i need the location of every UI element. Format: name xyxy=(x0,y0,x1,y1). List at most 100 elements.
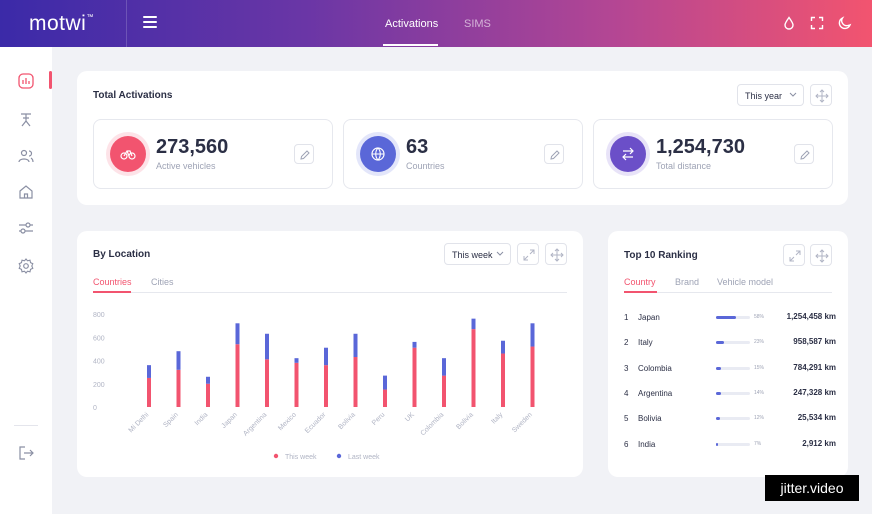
rank-number: 4 xyxy=(624,388,629,398)
route-icon xyxy=(610,136,646,172)
pencil-icon xyxy=(800,150,810,160)
fullscreen-icon[interactable] xyxy=(810,16,824,30)
tab-divider xyxy=(624,292,832,293)
chart-icon[interactable] xyxy=(17,72,35,90)
pencil-icon xyxy=(300,150,310,160)
pencil-icon xyxy=(550,150,560,160)
tab-countries[interactable]: Countries xyxy=(93,277,132,287)
bar-last-week xyxy=(530,323,535,347)
x-tick-label: Mi Delhi xyxy=(128,411,151,434)
rank-percent: 7% xyxy=(754,440,762,447)
home-icon[interactable] xyxy=(17,183,35,201)
rank-percent: 12% xyxy=(754,415,765,422)
x-tick-label: Italy xyxy=(490,411,504,425)
menu-icon[interactable] xyxy=(143,16,157,28)
x-tick-label: Bolivia xyxy=(455,411,475,431)
sliders-icon[interactable] xyxy=(17,219,35,237)
rank-percent: 14% xyxy=(754,389,765,396)
rank-number: 1 xyxy=(624,313,629,322)
top-bar: motwi™ Activations SIMS xyxy=(0,0,872,47)
rank-number: 5 xyxy=(624,414,629,424)
legend-dot xyxy=(336,453,342,459)
ranking-row[interactable]: 2 Italy 23% 958,587 km xyxy=(624,336,836,350)
logout-icon[interactable] xyxy=(17,444,35,462)
edit-button[interactable] xyxy=(794,144,814,164)
legend-label: Last week xyxy=(348,454,380,461)
sidebar xyxy=(0,47,52,514)
bar-this-week xyxy=(412,347,417,407)
app-logo[interactable]: motwi™ xyxy=(29,12,94,35)
rank-progress-fill xyxy=(716,417,721,421)
bar-this-week xyxy=(235,344,240,407)
y-tick-label: 400 xyxy=(93,359,105,366)
location-bar-chart: 0 200 400 600 800 Mi Delhi Spain India Japan Arge… xyxy=(93,312,535,461)
ranking-title: Top 10 Ranking xyxy=(624,250,698,261)
users-icon[interactable] xyxy=(17,147,35,165)
bar-last-week xyxy=(265,333,269,360)
bar-last-week xyxy=(294,358,299,363)
expand-icon xyxy=(789,250,801,262)
rank-progress-bar xyxy=(716,391,750,395)
rank-progress-fill xyxy=(716,442,719,446)
rank-progress-bar xyxy=(716,442,750,446)
ranking-row[interactable]: 4 Argentina 14% 247,328 km xyxy=(624,387,836,401)
edit-button[interactable] xyxy=(294,144,314,164)
x-tick-label: Spain xyxy=(162,411,180,429)
tab-brand[interactable]: Brand xyxy=(675,277,700,287)
rank-number: 3 xyxy=(624,363,629,373)
rank-percent: 23% xyxy=(754,339,765,346)
bar-this-week xyxy=(501,353,505,407)
x-tick-label: Japan xyxy=(220,411,239,430)
rank-percent: 15% xyxy=(754,364,765,371)
moon-icon[interactable] xyxy=(838,16,852,30)
sidebar-divider xyxy=(14,425,38,426)
move-button[interactable] xyxy=(810,84,832,106)
tab-sims[interactable]: SIMS xyxy=(464,18,491,30)
rank-distance: 2,912 km xyxy=(802,438,836,448)
bar-this-week xyxy=(324,365,328,407)
move-icon xyxy=(815,89,829,103)
move-button[interactable] xyxy=(810,244,832,266)
top-divider xyxy=(126,0,127,47)
bar-this-week xyxy=(383,389,387,407)
rank-distance: 784,291 km xyxy=(793,362,836,372)
stat-value: 1,254,730 xyxy=(656,136,745,158)
gear-icon[interactable] xyxy=(17,257,35,275)
scooter-icon[interactable] xyxy=(17,111,35,129)
rank-distance: 247,328 km xyxy=(793,387,836,397)
rank-country: Italy xyxy=(638,338,653,348)
expand-button[interactable] xyxy=(783,244,805,266)
rank-percent: 58% xyxy=(754,314,765,320)
drop-icon[interactable] xyxy=(782,16,796,30)
move-button[interactable] xyxy=(545,243,567,265)
stat-label: Active vehicles xyxy=(156,161,216,171)
tab-indicator xyxy=(624,291,657,293)
tab-vehicle-model[interactable]: Vehicle model xyxy=(717,277,774,287)
stat-label: Total distance xyxy=(656,161,712,171)
move-icon xyxy=(815,249,829,263)
ranking-row[interactable]: 6 India 7% 2,912 km xyxy=(624,438,836,452)
bar-last-week xyxy=(442,358,446,376)
tab-cities[interactable]: Cities xyxy=(151,277,174,287)
x-tick-label: Bolivia xyxy=(337,411,357,431)
ranking-row[interactable]: 1 Japan 58% 1,254,458 km xyxy=(624,311,836,325)
location-period-select[interactable]: This week xyxy=(444,243,511,265)
bar-this-week xyxy=(176,369,181,407)
period-select[interactable]: This year xyxy=(737,84,804,106)
ranking-row[interactable]: 5 Bolivia 12% 25,534 km xyxy=(624,412,836,426)
x-tick-label: Peru xyxy=(371,411,386,426)
expand-button[interactable] xyxy=(517,243,539,265)
rank-number: 2 xyxy=(624,338,629,348)
tab-country[interactable]: Country xyxy=(624,277,656,287)
tab-activations[interactable]: Activations xyxy=(385,18,439,30)
edit-button[interactable] xyxy=(544,144,564,164)
tab-divider xyxy=(93,292,567,293)
y-tick-label: 600 xyxy=(93,335,105,342)
rank-progress-fill xyxy=(716,391,721,395)
move-icon xyxy=(550,248,564,262)
rank-distance: 1,254,458 km xyxy=(786,312,836,321)
x-tick-label: Ecuador xyxy=(304,411,328,435)
globe-icon xyxy=(360,136,396,172)
legend-label: This week xyxy=(285,454,317,461)
ranking-row[interactable]: 3 Colombia 15% 784,291 km xyxy=(624,362,836,376)
